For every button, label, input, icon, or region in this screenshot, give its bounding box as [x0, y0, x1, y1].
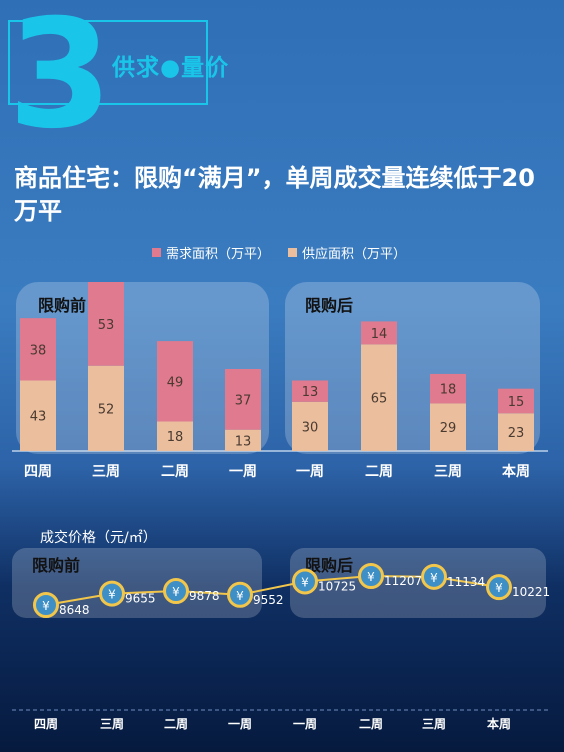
price-value-label: 10725 [318, 579, 356, 593]
price-category-label: 四周 [34, 717, 58, 731]
bar-demand-value-label: 13 [302, 385, 319, 400]
bar-supply-value-label: 29 [440, 421, 457, 436]
price-category-label: 二周 [164, 717, 188, 731]
bar-supply-value-label: 65 [371, 392, 388, 407]
bar-category-label: 一周 [229, 464, 257, 480]
price-label-after: 限购后 [305, 556, 354, 575]
price-point-yen-glyph: ¥ [495, 581, 503, 595]
price-point [99, 580, 125, 607]
price-chart-title: 成交价格（元/㎡） [40, 530, 157, 546]
bar-demand-value-label: 49 [167, 375, 184, 390]
bar-demand [292, 380, 328, 402]
bar-demand-value-label: 53 [98, 318, 115, 333]
price-point [227, 581, 253, 608]
bar-demand-value-label: 15 [508, 395, 525, 410]
price-value-label: 11134 [447, 575, 485, 589]
bar-supply [157, 421, 193, 451]
headline: 商品住宅：限购“满月”，单周成交量连续低于20万平 [14, 164, 535, 225]
legend-demand-swatch [152, 248, 161, 257]
bar-demand [20, 318, 56, 381]
price-value-label: 9655 [125, 592, 156, 606]
price-point-yen-glyph: ¥ [236, 589, 244, 603]
bar-demand-value-label: 38 [30, 343, 47, 358]
bar-demand [430, 373, 466, 404]
price-point-yen-glyph: ¥ [367, 570, 375, 584]
legend-supply-swatch [288, 248, 297, 257]
label-after-restriction: 限购后 [305, 296, 354, 315]
section-number: 3 [8, 0, 113, 162]
price-point-yen-glyph: ¥ [42, 599, 50, 613]
price-point-yen-glyph: ¥ [430, 571, 438, 585]
price-category-label: 本周 [487, 716, 511, 731]
bar-supply-value-label: 23 [508, 426, 525, 441]
price-point [33, 592, 59, 618]
price-value-label: 11207 [384, 574, 422, 588]
bar-category-label: 三周 [92, 464, 120, 480]
price-category-label: 三周 [100, 717, 124, 731]
price-value-label: 8648 [59, 603, 90, 617]
bar-category-label: 二周 [365, 464, 393, 480]
bar-demand [88, 282, 124, 366]
price-category-label: 三周 [422, 717, 446, 731]
price-label-before: 限购前 [32, 556, 81, 575]
bar-category-label: 本周 [502, 463, 530, 480]
section-number-frame [8, 20, 208, 105]
bar-supply-value-label: 43 [30, 410, 47, 425]
price-value-label: 9552 [253, 593, 284, 607]
price-point [486, 574, 512, 601]
price-point-yen-glyph: ¥ [172, 585, 180, 599]
section-title: 供求●量价 [112, 55, 230, 81]
bar-supply [20, 380, 56, 451]
price-point-yen-glyph: ¥ [108, 588, 116, 602]
legend-supply: 供应面积（万平） [288, 243, 406, 262]
label-before-restriction: 限购前 [38, 296, 87, 315]
bar-demand [225, 369, 261, 430]
bar-demand-value-label: 37 [235, 393, 252, 408]
bar-supply-value-label: 18 [167, 430, 184, 445]
price-point-yen-glyph: ¥ [301, 575, 309, 589]
legend-demand: 需求面积（万平） [152, 243, 270, 262]
bar-demand-value-label: 14 [371, 327, 388, 342]
area-bar-chart: 43 38 四周 52 53 三周 18 49 二周 13 37 一周 30 13 一周 65 14 二周 29 18… [12, 282, 548, 480]
price-point [292, 568, 318, 595]
price-value-label: 9878 [189, 589, 220, 603]
bar-supply [361, 344, 397, 451]
bar-category-label: 四周 [24, 464, 52, 480]
bar-supply [430, 403, 466, 451]
bar-supply-value-label: 30 [302, 420, 319, 435]
price-point [163, 578, 189, 605]
price-category-label: 二周 [359, 717, 383, 731]
bar-demand [361, 321, 397, 345]
bar-supply [498, 413, 534, 451]
price-category-label: 一周 [228, 717, 252, 731]
bar-supply [225, 429, 261, 451]
bar-supply-value-label: 52 [98, 402, 115, 417]
bar-supply [88, 365, 124, 451]
price-point [421, 563, 447, 590]
bar-supply-value-label: 13 [235, 434, 252, 449]
bar-demand-value-label: 18 [440, 383, 457, 398]
price-value-label: 10221 [512, 585, 550, 599]
bar-supply [292, 401, 328, 451]
bar-category-label: 二周 [161, 464, 189, 480]
bar-demand [498, 388, 534, 414]
price-point [358, 563, 384, 589]
legend-demand-label: 需求面积（万平） [166, 247, 271, 262]
bar-category-label: 三周 [434, 464, 462, 480]
bar-demand [157, 341, 193, 422]
legend-supply-label: 供应面积（万平） [302, 247, 407, 262]
price-category-label: 一周 [293, 717, 317, 731]
bar-category-label: 一周 [296, 464, 324, 480]
